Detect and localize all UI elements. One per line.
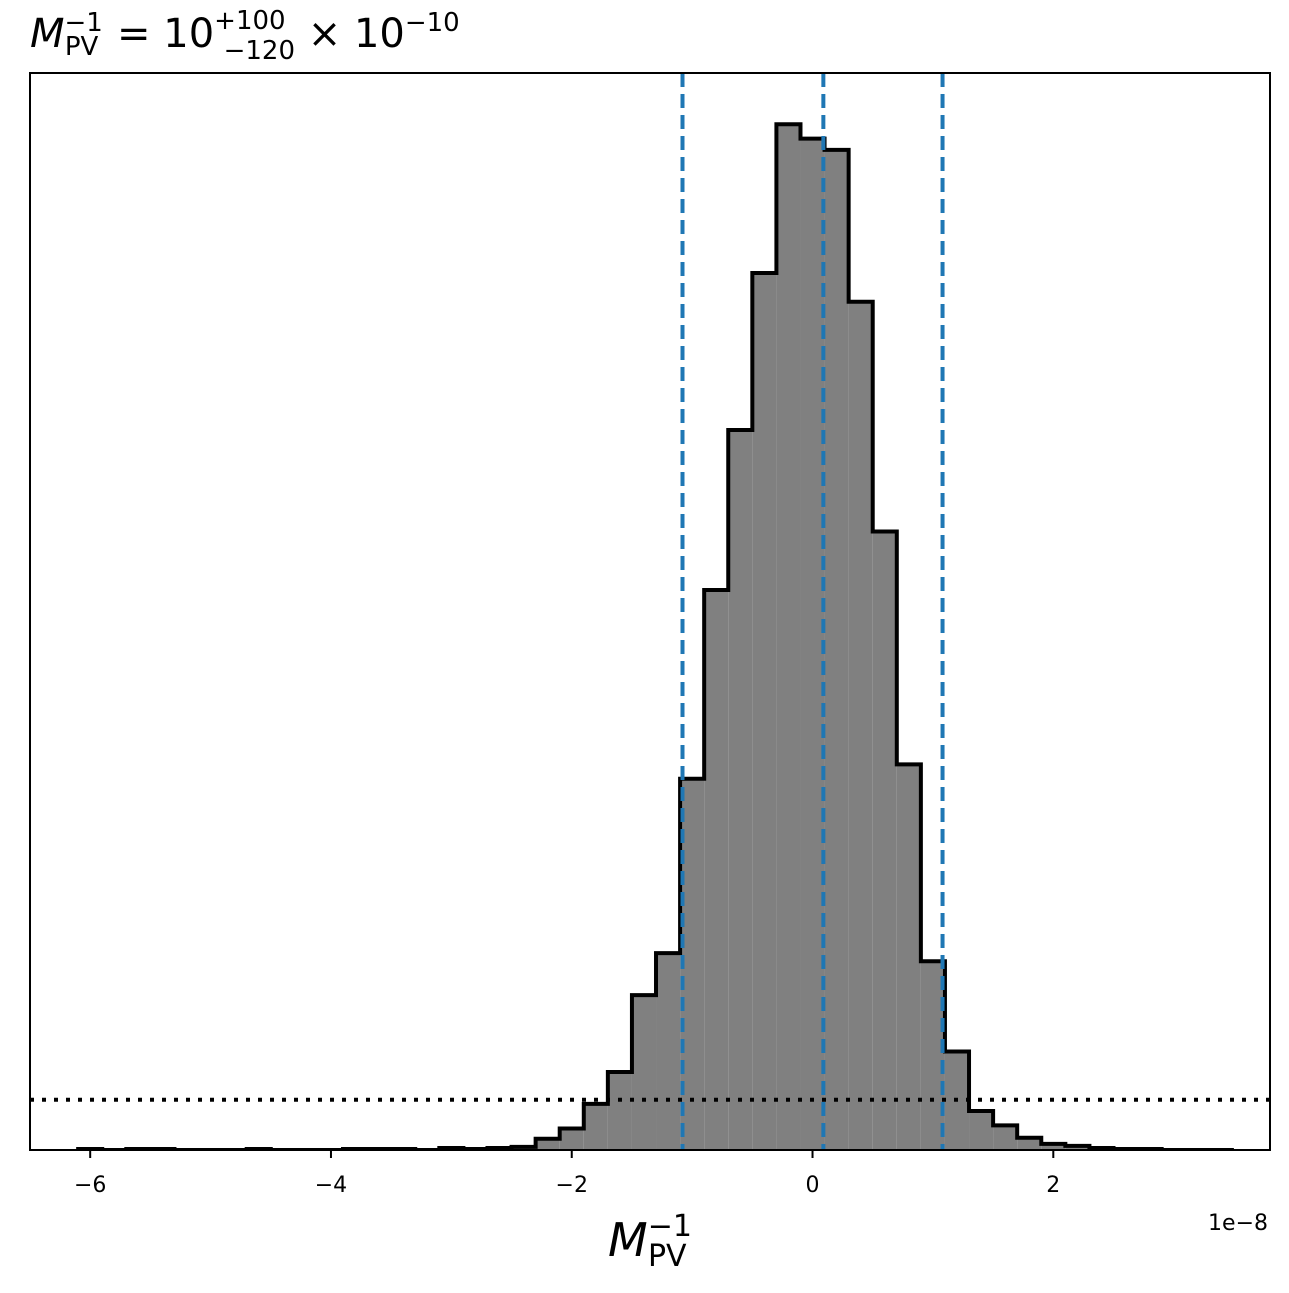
histogram-bar xyxy=(969,1111,994,1150)
x-tick-label: 0 xyxy=(806,1173,820,1198)
histogram-bar xyxy=(776,124,801,1150)
xlabel-symbol: M xyxy=(608,1213,648,1267)
title-eq: = 10 xyxy=(104,11,214,57)
histogram-bar xyxy=(896,764,921,1150)
x-tick-label: −4 xyxy=(315,1173,347,1198)
histogram-bar xyxy=(752,273,777,1150)
histogram-bar xyxy=(993,1125,1018,1150)
title-sub: PV xyxy=(65,32,99,62)
histogram-bar xyxy=(583,1103,608,1150)
title-sup: −1 xyxy=(65,8,103,38)
histogram-outline xyxy=(76,122,1234,1150)
xlabel-sub: PV xyxy=(648,1239,687,1274)
title-sup-exp: −10 xyxy=(405,8,460,38)
histogram-bar xyxy=(656,953,681,1150)
chart-title: M−1 PV = 10+100 −120 × 10−10 xyxy=(30,6,460,66)
x-offset-label: 1e−8 xyxy=(1208,1211,1268,1236)
histogram-bar xyxy=(607,1072,632,1150)
plot-frame xyxy=(29,72,1271,1151)
histogram-bar xyxy=(1017,1137,1042,1150)
title-sup-err: +100 xyxy=(214,6,285,36)
histogram-bar xyxy=(728,429,753,1150)
x-tick-label: −6 xyxy=(74,1173,106,1198)
histogram-bar xyxy=(872,531,897,1150)
title-sub-err: −120 xyxy=(224,36,295,66)
histogram-bar xyxy=(824,149,849,1150)
histogram-bar xyxy=(800,138,825,1150)
histogram-bar xyxy=(704,589,729,1150)
x-axis-ticks: −6 −4 −2 0 2 xyxy=(74,1150,1060,1198)
histogram-bar xyxy=(1065,1145,1090,1150)
histogram-bar xyxy=(848,301,873,1150)
title-symbol: M xyxy=(30,11,65,57)
histogram-bar xyxy=(1041,1143,1066,1150)
title-mult: × 10 xyxy=(295,11,405,57)
histogram-bar xyxy=(535,1138,560,1150)
x-axis-label: M−1 PV xyxy=(608,1209,692,1274)
histogram-bar xyxy=(920,961,945,1150)
histogram-bar xyxy=(559,1128,584,1150)
histogram-bars xyxy=(78,124,1162,1150)
plot-area xyxy=(30,73,1270,1150)
x-tick-label: 2 xyxy=(1046,1173,1060,1198)
xlabel-sup: −1 xyxy=(648,1209,692,1244)
x-tick-label: −2 xyxy=(556,1173,588,1198)
histogram-bar xyxy=(631,995,657,1150)
